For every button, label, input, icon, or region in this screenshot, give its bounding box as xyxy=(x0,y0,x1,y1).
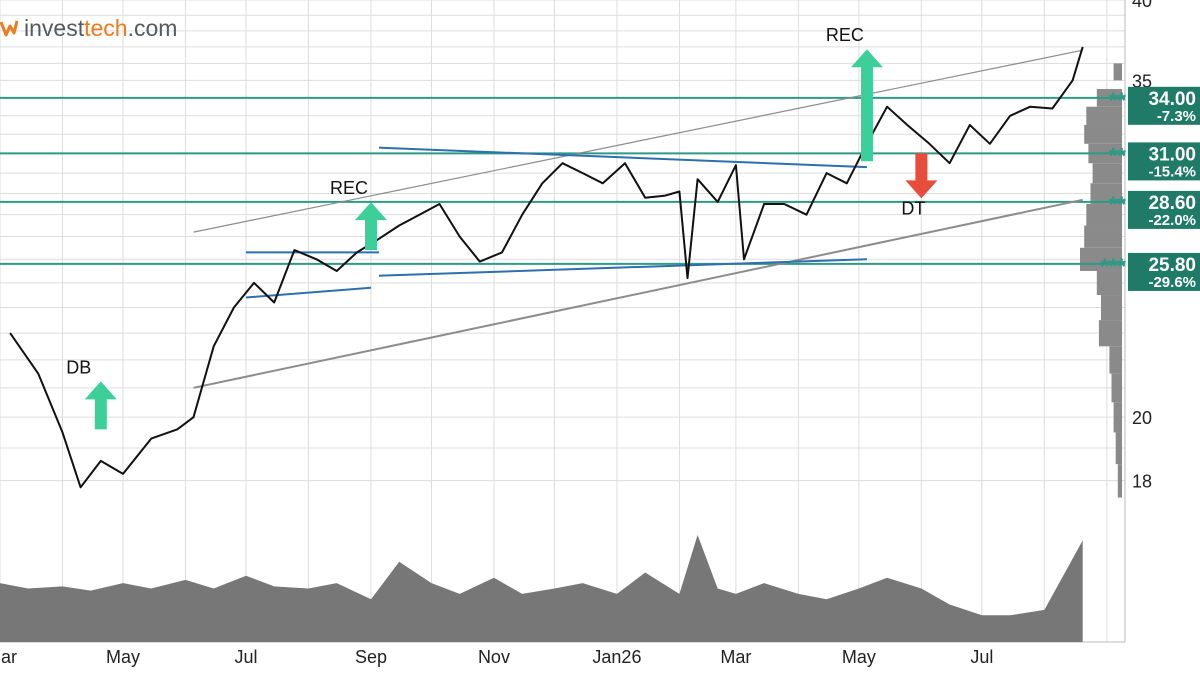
trend-channel xyxy=(193,49,1083,389)
volume-profile-bar xyxy=(1109,346,1122,374)
trend-channel-upper xyxy=(193,49,1083,233)
logo-text-tech: tech xyxy=(84,14,128,41)
volume-profile-bar xyxy=(1098,320,1122,347)
level-percent: -22.0% xyxy=(1148,212,1196,229)
level-strength-stars: ** xyxy=(1109,192,1127,217)
pattern-lines xyxy=(245,146,867,299)
x-tick-label: Mar xyxy=(720,647,751,667)
trend-channel-lower xyxy=(193,198,1083,389)
signal-down-arrow xyxy=(905,153,938,199)
price-line xyxy=(9,46,1084,489)
level-label-box xyxy=(1128,252,1200,291)
x-tick-label: Jan26 xyxy=(592,647,641,667)
volume-profile-bar xyxy=(1092,163,1122,184)
volume-profile-bar xyxy=(1115,432,1122,465)
logo-text-invest: invest xyxy=(24,14,85,41)
x-tick-label: Mar xyxy=(0,647,17,667)
x-axis-ticks: Mar May Jul Sep Nov Jan26 Mar May Jul xyxy=(0,647,993,667)
signal-label: REC xyxy=(330,178,368,198)
x-tick-label: Jul xyxy=(234,647,257,667)
x-tick-label: May xyxy=(106,647,140,667)
volume-profile-bar xyxy=(1090,183,1122,205)
level-label-box xyxy=(1128,142,1200,181)
volume-profile-bar xyxy=(1117,464,1122,498)
y-axis-ticks: 40 35 20 18 xyxy=(1132,0,1152,492)
y-tick-label: 18 xyxy=(1132,472,1152,492)
volume-profile-bar xyxy=(1096,270,1122,296)
signal-label: DB xyxy=(66,357,91,377)
level-strength-stars: ** xyxy=(1109,143,1127,168)
level-value: 34.00 xyxy=(1148,89,1196,110)
logo-icon xyxy=(0,20,18,37)
signal-label: REC xyxy=(826,25,864,45)
signal-label: DT xyxy=(901,198,925,218)
volume-profile-bar xyxy=(1111,373,1122,403)
x-tick-label: Nov xyxy=(478,647,510,667)
volume-profile-bar xyxy=(1084,225,1122,248)
level-strength-stars: *** xyxy=(1100,254,1126,279)
pattern-line xyxy=(378,258,867,277)
signal-up-arrow xyxy=(354,202,387,251)
volume-profile-bar xyxy=(1086,204,1122,226)
volume-profile-bar xyxy=(1084,124,1122,144)
chart-grid xyxy=(0,0,1126,643)
y-tick-label: 35 xyxy=(1132,71,1152,91)
volume-profile-bar xyxy=(1101,295,1122,321)
signal-up-arrow xyxy=(850,49,883,162)
volume-profile xyxy=(1080,63,1122,498)
level-label-box xyxy=(1128,86,1200,125)
volume-profile-bar xyxy=(1086,106,1122,125)
level-value: 28.60 xyxy=(1148,193,1196,214)
pattern-line xyxy=(378,146,867,169)
level-value: 31.00 xyxy=(1148,144,1196,165)
volume-profile-bar xyxy=(1113,63,1122,81)
level-label-box xyxy=(1128,190,1200,229)
level-labels: 34.00-7.3% ** 31.00-15.4% ** 28.60-22.0% ** 25… xyxy=(1100,86,1200,291)
level-strength-stars: ** xyxy=(1109,88,1127,113)
x-tick-label: May xyxy=(842,647,876,667)
price-series xyxy=(9,46,1084,489)
level-value: 25.80 xyxy=(1148,255,1196,276)
volume-profile-bar xyxy=(1113,402,1122,433)
y-tick-label: 40 xyxy=(1132,0,1152,11)
support-resistance-levels xyxy=(0,96,1125,265)
signal-up-arrow xyxy=(84,381,117,430)
plot-background xyxy=(0,0,1125,642)
y-tick-label: 20 xyxy=(1132,408,1152,428)
level-percent: -15.4% xyxy=(1148,163,1196,180)
volume-area-path xyxy=(0,535,1083,642)
x-tick-label: Jul xyxy=(970,647,993,667)
level-percent: -29.6% xyxy=(1148,274,1196,291)
x-tick-label: Sep xyxy=(355,647,387,667)
volume-area xyxy=(0,535,1083,642)
logo-text-domain: .com xyxy=(127,14,178,41)
signal-markers: DB REC REC DT xyxy=(66,25,938,430)
volume-profile-bar xyxy=(1080,247,1122,271)
investtech-logo: invest tech .com xyxy=(0,12,177,44)
level-percent: -7.3% xyxy=(1157,108,1196,125)
